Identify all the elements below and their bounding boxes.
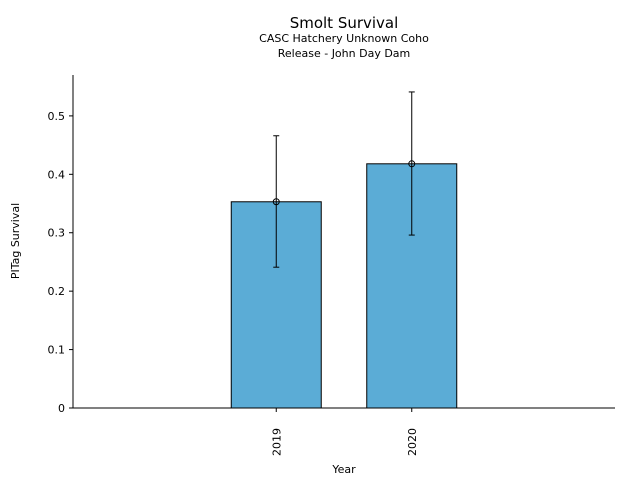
- plot-area: 0 0.1 0.2 0.3 0.4 0.5 2019 2020: [48, 91, 458, 456]
- point-marker: [408, 160, 416, 168]
- y-tick-label: 0.4: [48, 168, 66, 181]
- chart-title: Smolt Survival: [290, 14, 399, 32]
- y-tick-label: 0.3: [48, 227, 66, 240]
- x-tick-label: 2020: [406, 428, 419, 456]
- chart-subtitle-line-2: Release - John Day Dam: [278, 47, 411, 60]
- y-axis-label: PITag Survival: [9, 203, 22, 279]
- y-tick-label: 0.1: [48, 344, 66, 357]
- point-marker: [272, 198, 280, 206]
- x-axis-label: Year: [331, 463, 356, 476]
- y-tick-label: 0: [58, 402, 65, 415]
- y-tick-label: 0.2: [48, 285, 66, 298]
- y-tick-label: 0.5: [48, 110, 66, 123]
- x-tick-label: 2019: [270, 428, 283, 456]
- chart-subtitle-line-1: CASC Hatchery Unknown Coho: [259, 32, 429, 45]
